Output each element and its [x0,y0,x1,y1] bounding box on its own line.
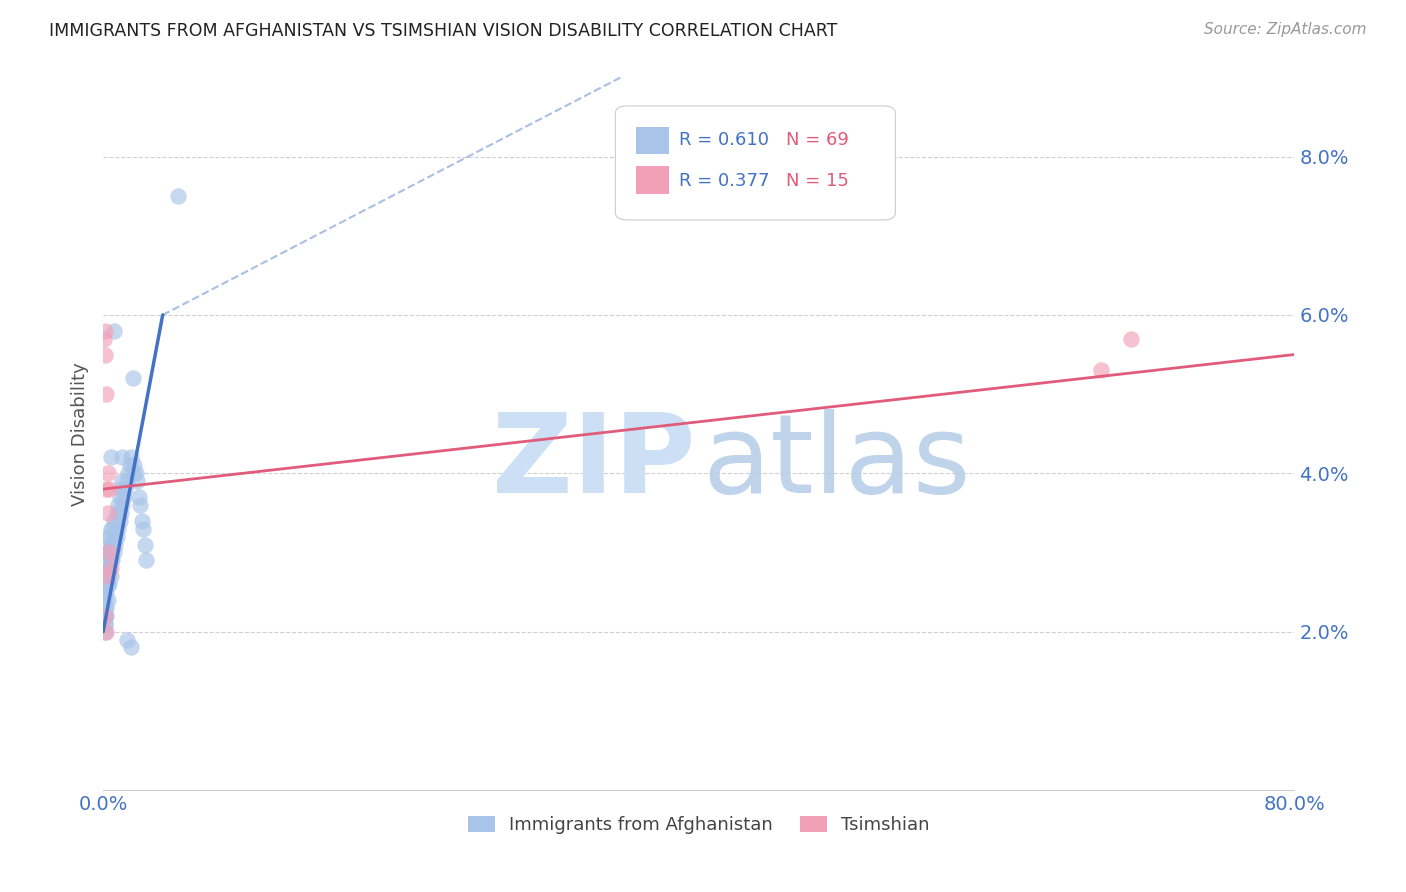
Point [97,561,120,575]
Point [98,545,121,559]
Point [120,450,142,465]
Point [94,616,117,631]
Point [94,600,117,615]
Point [97,506,120,520]
Point [100,522,122,536]
Point [94,561,117,575]
Point [94,569,117,583]
Point [107,522,129,536]
FancyBboxPatch shape [636,127,669,153]
Point [127,474,149,488]
Point [112,490,135,504]
Point [103,545,125,559]
Point [120,640,142,655]
Point [94,585,117,599]
Point [129,498,152,512]
Point [93,561,115,575]
Point [131,514,153,528]
Point [111,498,134,512]
Text: ZIP: ZIP [492,409,695,516]
Y-axis label: Vision Disability: Vision Disability [72,362,89,506]
Point [110,482,132,496]
Point [122,371,145,385]
Point [93,624,115,639]
Legend: Immigrants from Afghanistan, Tsimshian: Immigrants from Afghanistan, Tsimshian [468,816,929,834]
Point [98,577,121,591]
Point [93,347,115,361]
Point [105,506,128,520]
Point [93,600,115,615]
Point [100,561,122,575]
Point [97,577,120,591]
Point [103,324,125,338]
Point [100,537,122,551]
Point [1119,332,1142,346]
Point [117,467,139,481]
Point [100,553,122,567]
FancyBboxPatch shape [636,167,669,194]
Point [107,498,129,512]
Point [115,474,138,488]
Point [98,482,121,496]
Point [115,632,138,647]
Point [93,608,115,623]
Point [101,553,124,567]
Text: R = 0.610: R = 0.610 [679,131,769,149]
Point [97,569,120,583]
Text: R = 0.377: R = 0.377 [679,172,769,190]
Point [104,537,127,551]
Point [97,593,120,607]
Point [93,324,115,338]
Point [134,537,156,551]
Point [118,458,141,473]
Point [93,608,115,623]
Point [108,514,131,528]
Point [1090,363,1112,377]
FancyBboxPatch shape [616,106,896,220]
Point [103,514,125,528]
Point [108,490,131,504]
Point [98,545,121,559]
Point [97,467,120,481]
Point [93,593,115,607]
Point [94,387,117,401]
Text: Source: ZipAtlas.com: Source: ZipAtlas.com [1204,22,1367,37]
Point [166,189,188,203]
Point [93,585,115,599]
Text: N = 69: N = 69 [786,131,849,149]
Point [98,530,121,544]
Point [135,553,157,567]
Point [128,490,150,504]
Point [97,545,120,559]
Point [105,530,128,544]
Point [111,474,134,488]
Point [94,482,117,496]
Point [103,530,125,544]
Point [101,537,124,551]
Point [132,522,155,536]
Text: atlas: atlas [703,409,972,516]
Point [111,450,134,465]
Point [93,332,115,346]
Point [94,608,117,623]
Point [104,522,127,536]
Point [93,616,115,631]
Point [122,467,145,481]
Point [94,545,117,559]
Point [97,530,120,544]
Point [125,467,148,481]
Point [94,624,117,639]
Point [93,577,115,591]
Point [100,450,122,465]
Point [114,482,136,496]
Text: N = 15: N = 15 [786,172,849,190]
Text: IMMIGRANTS FROM AFGHANISTAN VS TSIMSHIAN VISION DISABILITY CORRELATION CHART: IMMIGRANTS FROM AFGHANISTAN VS TSIMSHIAN… [49,22,838,40]
Point [98,561,121,575]
Point [101,522,124,536]
Point [124,458,146,473]
Point [100,569,122,583]
Point [110,506,132,520]
